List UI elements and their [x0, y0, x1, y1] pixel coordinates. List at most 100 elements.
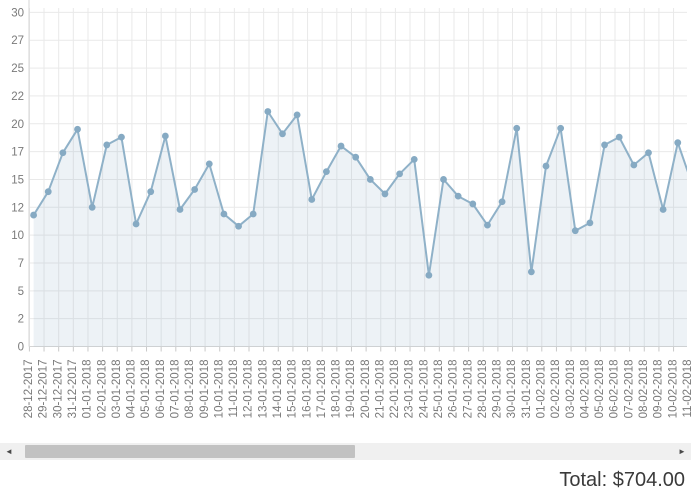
scroll-left-button[interactable]: ◄ — [0, 443, 18, 460]
scroll-right-button[interactable]: ► — [673, 443, 691, 460]
data-point[interactable] — [425, 271, 433, 279]
data-point[interactable] — [659, 206, 667, 213]
data-point[interactable] — [557, 124, 565, 132]
svg-text:14-01-2018: 14-01-2018 — [272, 360, 284, 419]
svg-text:22: 22 — [11, 91, 24, 103]
y-gridlines — [29, 11, 687, 347]
svg-text:13-01-2018: 13-01-2018 — [257, 360, 269, 419]
svg-text:29-12-2017: 29-12-2017 — [38, 360, 50, 419]
data-point[interactable] — [498, 198, 506, 206]
data-point[interactable] — [161, 132, 169, 140]
data-point[interactable] — [440, 176, 447, 183]
svg-text:03-02-2018: 03-02-2018 — [565, 360, 577, 419]
svg-text:30-01-2018: 30-01-2018 — [506, 360, 518, 419]
data-point[interactable] — [454, 192, 462, 200]
svg-text:28-01-2018: 28-01-2018 — [477, 360, 489, 419]
spending-area-chart[interactable]: 0 2 5 7 10 12 15 17 20 22 25 27 30 28-12-2017 29-12-20… — [0, 0, 691, 443]
data-point[interactable] — [571, 227, 579, 235]
svg-text:11-02-2018: 11-02-2018 — [682, 360, 691, 418]
svg-text:2: 2 — [18, 314, 24, 326]
data-point[interactable] — [147, 188, 155, 196]
svg-text:05-02-2018: 05-02-2018 — [594, 360, 606, 419]
svg-text:10-02-2018: 10-02-2018 — [667, 360, 679, 419]
svg-text:24-01-2018: 24-01-2018 — [418, 360, 430, 419]
svg-text:12: 12 — [11, 202, 24, 214]
data-point[interactable] — [205, 160, 213, 168]
svg-text:11-01-2018: 11-01-2018 — [228, 360, 240, 418]
svg-text:15-01-2018: 15-01-2018 — [287, 360, 299, 419]
data-point[interactable] — [103, 141, 111, 149]
data-point[interactable] — [30, 211, 37, 219]
svg-text:01-01-2018: 01-01-2018 — [82, 360, 94, 419]
data-point[interactable] — [410, 156, 418, 163]
svg-text:30-12-2017: 30-12-2017 — [52, 360, 64, 419]
svg-text:07-01-2018: 07-01-2018 — [170, 360, 182, 419]
data-point[interactable] — [381, 190, 389, 198]
data-point[interactable] — [191, 186, 199, 193]
data-point[interactable] — [59, 149, 67, 157]
svg-text:15: 15 — [11, 174, 24, 186]
svg-text:02-02-2018: 02-02-2018 — [550, 360, 562, 419]
svg-text:08-01-2018: 08-01-2018 — [184, 360, 196, 419]
data-point[interactable] — [132, 220, 140, 228]
svg-text:17-01-2018: 17-01-2018 — [316, 360, 328, 419]
svg-text:02-01-2018: 02-01-2018 — [96, 360, 108, 419]
data-point[interactable] — [674, 139, 682, 147]
data-point[interactable] — [88, 203, 96, 211]
data-point[interactable] — [630, 161, 638, 169]
horizontal-scrollbar[interactable]: ◄ ► — [0, 443, 691, 460]
data-point[interactable] — [484, 221, 491, 229]
data-point[interactable] — [586, 219, 594, 227]
data-point[interactable] — [601, 141, 608, 149]
data-point[interactable] — [396, 170, 403, 178]
svg-text:19-01-2018: 19-01-2018 — [345, 360, 357, 419]
svg-text:08-02-2018: 08-02-2018 — [638, 360, 650, 419]
svg-text:20: 20 — [11, 119, 24, 131]
svg-text:22-01-2018: 22-01-2018 — [389, 360, 401, 419]
svg-text:06-02-2018: 06-02-2018 — [609, 360, 621, 419]
data-point[interactable] — [264, 108, 272, 115]
svg-text:27-01-2018: 27-01-2018 — [462, 360, 474, 419]
data-point[interactable] — [308, 196, 316, 203]
data-point[interactable] — [118, 133, 125, 141]
data-point[interactable] — [469, 200, 477, 208]
data-point[interactable] — [249, 210, 257, 218]
data-point[interactable] — [542, 162, 550, 170]
data-point[interactable] — [293, 111, 301, 119]
data-point[interactable] — [352, 153, 360, 161]
svg-text:30: 30 — [11, 7, 24, 19]
data-point[interactable] — [513, 124, 521, 132]
scrollbar-thumb[interactable] — [25, 445, 355, 458]
svg-text:25: 25 — [11, 63, 24, 75]
axes — [28, 0, 687, 347]
total-label: Total: $704.00 — [559, 469, 685, 491]
data-point[interactable] — [366, 176, 374, 183]
svg-text:27: 27 — [11, 35, 24, 47]
data-point[interactable] — [337, 142, 345, 150]
data-point[interactable] — [615, 133, 623, 141]
svg-text:06-01-2018: 06-01-2018 — [155, 360, 167, 419]
svg-text:20-01-2018: 20-01-2018 — [360, 360, 372, 419]
svg-text:23-01-2018: 23-01-2018 — [404, 360, 416, 419]
svg-text:05-01-2018: 05-01-2018 — [140, 360, 152, 419]
svg-text:01-02-2018: 01-02-2018 — [536, 360, 548, 419]
data-point[interactable] — [176, 206, 184, 213]
data-point[interactable] — [220, 210, 228, 218]
data-point[interactable] — [74, 125, 81, 133]
svg-text:28-12-2017: 28-12-2017 — [23, 360, 35, 419]
data-point[interactable] — [279, 130, 286, 138]
svg-text:18-01-2018: 18-01-2018 — [331, 360, 343, 419]
svg-text:21-01-2018: 21-01-2018 — [374, 360, 386, 419]
area-fill — [33, 111, 687, 347]
data-points — [30, 108, 682, 279]
data-point[interactable] — [235, 222, 242, 230]
svg-text:16-01-2018: 16-01-2018 — [301, 360, 313, 419]
scroll-left-icon: ◄ — [5, 446, 13, 456]
data-point[interactable] — [645, 149, 652, 157]
data-point[interactable] — [323, 168, 330, 176]
data-point[interactable] — [44, 188, 52, 196]
data-point[interactable] — [527, 268, 535, 276]
svg-text:31-01-2018: 31-01-2018 — [521, 360, 533, 419]
